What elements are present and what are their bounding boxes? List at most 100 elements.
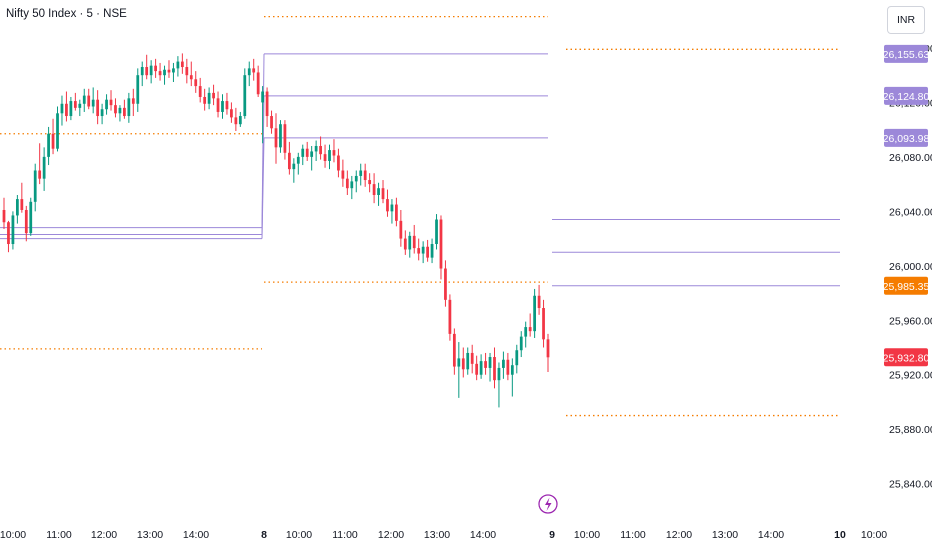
candle	[109, 90, 113, 111]
price-tag: 25,932.80	[883, 348, 930, 367]
candle	[172, 62, 175, 82]
candle	[221, 94, 224, 119]
candle-body	[274, 128, 278, 148]
candle	[470, 344, 474, 374]
candle	[38, 143, 42, 185]
candle-body	[131, 98, 135, 104]
candle	[435, 214, 438, 250]
time-tick-label: 12:00	[378, 529, 404, 541]
candle	[479, 354, 483, 379]
price-tag: 25,985.35	[883, 276, 930, 295]
candle	[252, 58, 256, 81]
candle	[185, 58, 189, 84]
candle-body	[399, 220, 403, 239]
candle-body	[109, 99, 113, 106]
currency-button[interactable]: INR	[887, 6, 925, 34]
candle-body	[194, 79, 198, 87]
candle-body	[247, 68, 251, 76]
time-axis[interactable]: 10:00 11:00 12:00 13:00 14:00 8 10:00 11:00 12:0…	[0, 529, 887, 541]
price-tag-label: 26,124.80	[883, 91, 930, 103]
candle	[421, 241, 425, 264]
candle	[78, 99, 82, 117]
candle	[542, 299, 545, 348]
candle	[417, 238, 421, 261]
candle-body	[337, 155, 340, 171]
candle	[444, 260, 447, 307]
time-tick-label: 8	[261, 529, 267, 541]
candle	[261, 86, 265, 144]
candle	[29, 197, 33, 236]
candle	[60, 95, 64, 126]
candle	[265, 87, 269, 127]
lightning-icon[interactable]	[538, 494, 558, 514]
candle-body	[140, 67, 144, 76]
price-tag: 26,093.98	[883, 128, 930, 147]
candle	[359, 163, 363, 186]
candle-body	[265, 91, 269, 117]
candle	[216, 91, 220, 118]
price-tick-label: 25,920.00	[889, 370, 932, 382]
candle-body	[198, 86, 202, 97]
candle-body	[408, 235, 412, 250]
price-tag-bg	[884, 44, 928, 63]
candle-body	[185, 67, 189, 76]
candle	[163, 65, 166, 85]
candle	[337, 148, 340, 178]
candle	[452, 328, 456, 375]
candle	[403, 230, 407, 255]
candle-body	[519, 336, 523, 351]
candle	[51, 118, 55, 155]
candle-body	[29, 201, 33, 234]
candle-body	[279, 124, 282, 148]
candle	[149, 60, 153, 84]
candle-body	[493, 357, 496, 381]
candle	[497, 362, 501, 408]
candle	[127, 92, 131, 123]
candle	[475, 355, 479, 381]
candle	[354, 170, 358, 193]
candle-body	[363, 170, 367, 181]
candle-body	[136, 75, 140, 104]
candle-body	[82, 95, 86, 104]
candle	[7, 220, 10, 253]
candle-body	[345, 178, 349, 189]
candle	[519, 331, 523, 358]
price-tick-label: 25,880.00	[889, 424, 932, 436]
candle-body	[506, 359, 510, 375]
candle	[493, 347, 496, 389]
symbol-title[interactable]: Nifty 50 Index · 5 · NSE	[6, 8, 127, 20]
candle	[537, 284, 541, 315]
candle	[510, 358, 514, 397]
candle-body	[252, 68, 256, 73]
time-tick-label: 10	[834, 529, 846, 541]
candle	[15, 195, 19, 224]
candle-body	[372, 184, 376, 196]
candle-body	[73, 101, 77, 108]
candle-body	[314, 145, 318, 152]
candle	[131, 88, 135, 117]
pivot-level-transition	[261, 137, 265, 239]
candle-body	[479, 361, 483, 375]
time-tick-label: 11:00	[620, 529, 646, 541]
candle-body	[301, 148, 305, 157]
candle-body	[319, 145, 322, 155]
candle	[96, 90, 100, 125]
price-axis[interactable]: 26,160.0026,120.0026,080.0026,040.0026,0…	[889, 43, 932, 491]
candle	[91, 87, 95, 114]
candle	[274, 113, 278, 164]
candle-body	[234, 117, 238, 125]
price-tag-bg	[884, 276, 928, 295]
candle	[198, 77, 202, 103]
candle	[287, 141, 291, 175]
price-tag-bg	[884, 128, 928, 147]
candle	[323, 144, 327, 168]
candle	[33, 163, 37, 212]
candle-body	[283, 124, 287, 153]
candle	[247, 61, 251, 87]
candle	[524, 321, 528, 348]
level-lines	[0, 15, 840, 417]
candle-body	[176, 61, 180, 69]
candle	[328, 144, 331, 170]
candle	[506, 352, 510, 381]
